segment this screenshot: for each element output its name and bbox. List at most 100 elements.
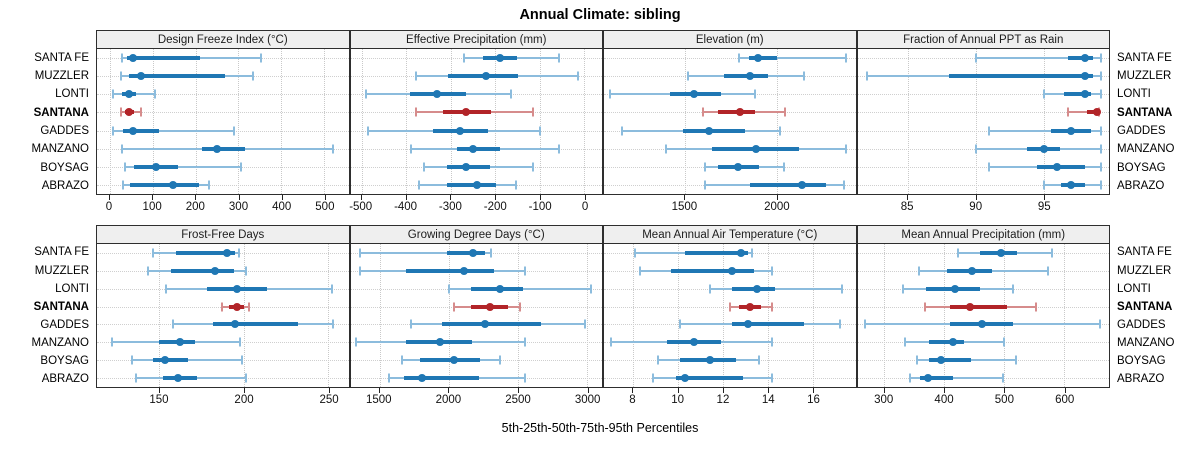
interval-25-75-muzzler: [129, 74, 225, 79]
axis-tick: [768, 388, 770, 393]
vertical-gridline: [884, 244, 886, 387]
axis-tick: [195, 195, 197, 200]
station-label-manzano: MANZANO: [1117, 143, 1175, 156]
whisker-cap-5th-manzano: [111, 337, 114, 347]
panel-effective-precipitation-mm: Effective Precipitation (mm) -500 -400 -300…: [349, 30, 603, 220]
whisker-cap-95th-muzzler: [251, 71, 254, 81]
whisker-cap-5th-lonti: [165, 284, 168, 294]
whisker-cap-5th-boysag: [400, 355, 403, 365]
axis-tick: [722, 388, 724, 393]
axis-tick-label: 10: [671, 394, 685, 406]
vertical-gridline: [109, 49, 111, 194]
whisker-cap-95th-manzano: [771, 337, 774, 347]
interval-25-75-abrazo: [750, 182, 827, 187]
vertical-gridline: [975, 49, 977, 194]
whisker-cap-5th-abrazo: [388, 373, 391, 383]
station-label-gaddes: GADDES: [1117, 318, 1166, 331]
whisker-cap-5th-lonti: [447, 284, 450, 294]
x-axis-mean-annual-air-temperature-c: 8 10 12 14 16: [603, 388, 857, 413]
horizontal-gridline: [97, 184, 349, 186]
vertical-gridline: [539, 49, 541, 194]
interval-5-95-santa-fe: [739, 57, 847, 60]
vertical-gridline: [812, 244, 814, 387]
whisker-cap-5th-manzano: [355, 337, 358, 347]
median-dot-santa-fe: [129, 54, 138, 63]
whisker-cap-95th-abrazo: [208, 180, 211, 190]
whisker-cap-95th-santa-fe: [259, 53, 262, 63]
horizontal-gridline: [857, 130, 1109, 132]
interval-25-75-muzzler: [171, 268, 234, 273]
vertical-gridline: [586, 244, 588, 387]
whisker-cap-5th-gaddes: [864, 319, 867, 329]
station-label-lonti: LONTI: [1117, 88, 1151, 101]
whisker-cap-95th-lonti: [509, 89, 512, 99]
whisker-cap-5th-abrazo: [134, 373, 137, 383]
chart-row-1: SANTA FE MUZZLER LONTI SANTANA GADDES MANZANO…: [0, 30, 1200, 220]
station-label-abrazo: ABRAZO: [41, 179, 89, 192]
interval-25-75-abrazo: [447, 182, 497, 187]
axis-tick-label: 2000: [764, 201, 790, 213]
whisker-cap-5th-muzzler: [414, 71, 417, 81]
median-dot-gaddes: [978, 320, 987, 329]
whisker-cap-5th-gaddes: [621, 126, 624, 136]
interval-25-75-muzzler: [671, 268, 755, 273]
whisker-cap-95th-boysag: [532, 162, 534, 172]
whisker-cap-5th-santa-fe: [463, 53, 465, 63]
whisker-cap-95th-muzzler: [244, 266, 247, 276]
median-dot-santa-fe: [1080, 54, 1089, 63]
panel-header-design-freeze-index-c: Design Freeze Index (°C): [96, 30, 350, 48]
axis-tick: [883, 388, 885, 393]
whisker-cap-95th-gaddes: [233, 126, 236, 136]
median-dot-santa-fe: [754, 54, 763, 63]
panel-elevation-m: Elevation (m) 1500 2000: [603, 30, 857, 220]
whisker-cap-5th-gaddes: [679, 319, 682, 329]
axis-tick-label: 300: [228, 201, 249, 213]
interval-25-75-santa-fe: [1068, 56, 1093, 61]
interval-25-75-lonti: [1064, 92, 1092, 97]
whisker-cap-5th-muzzler: [917, 266, 920, 276]
whisker-cap-95th-santana: [140, 107, 143, 117]
axis-tick-label: 150: [149, 394, 169, 406]
median-dot-gaddes: [456, 126, 465, 135]
panel-design-freeze-index-c: Design Freeze Index (°C) 0 100 200 300 400 500: [96, 30, 350, 220]
median-dot-lonti: [950, 284, 959, 293]
interval-25-75-manzano: [201, 146, 246, 151]
whisker-cap-5th-gaddes: [367, 126, 370, 136]
axis-tick: [677, 388, 679, 393]
interval-25-75-santa-fe: [126, 56, 200, 61]
axis-tick: [632, 388, 634, 393]
whisker-cap-5th-boysag: [656, 355, 659, 365]
vertical-gridline: [684, 49, 686, 194]
plot-area-elevation-m: [603, 48, 857, 195]
station-label-santana: SANTANA: [1117, 300, 1173, 313]
vertical-gridline: [1004, 244, 1006, 387]
whisker-cap-5th-manzano: [609, 337, 612, 347]
median-dot-santa-fe: [222, 248, 231, 257]
axis-tick: [975, 195, 977, 200]
vertical-gridline: [907, 49, 909, 194]
vertical-gridline: [328, 244, 330, 387]
station-label-abrazo: ABRAZO: [1117, 179, 1165, 192]
whisker-cap-95th-gaddes: [332, 319, 335, 329]
axis-tick: [450, 195, 452, 200]
median-dot-santana: [966, 302, 975, 311]
axis-tick: [518, 388, 520, 393]
axis-tick-label: -200: [483, 201, 507, 213]
right-station-labels: SANTA FE MUZZLER LONTI SANTANA GADDES MANZANO…: [1110, 30, 1200, 220]
axis-tick-label: 2000: [435, 394, 462, 406]
whisker-cap-95th-boysag: [239, 162, 242, 172]
vertical-gridline: [776, 49, 778, 194]
whisker-cap-5th-muzzler: [638, 266, 641, 276]
median-dot-manzano: [752, 144, 761, 153]
whisker-cap-95th-santa-fe: [1099, 53, 1102, 63]
median-dot-boysag: [462, 162, 471, 171]
median-dot-muzzler: [137, 72, 146, 81]
whisker-cap-95th-santana: [771, 302, 774, 312]
axis-tick-label: -100: [528, 201, 552, 213]
whisker-cap-5th-santana: [1067, 107, 1070, 117]
horizontal-gridline: [604, 58, 856, 60]
whisker-cap-5th-manzano: [410, 144, 413, 154]
interval-5-95-gaddes: [989, 129, 1101, 132]
whisker-cap-5th-santana: [453, 302, 456, 312]
